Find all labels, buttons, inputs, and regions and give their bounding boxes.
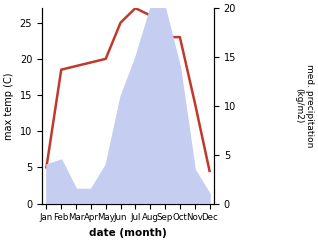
Y-axis label: med. precipitation
(kg/m2): med. precipitation (kg/m2)	[294, 64, 314, 148]
X-axis label: date (month): date (month)	[89, 228, 167, 238]
Y-axis label: max temp (C): max temp (C)	[4, 72, 14, 140]
